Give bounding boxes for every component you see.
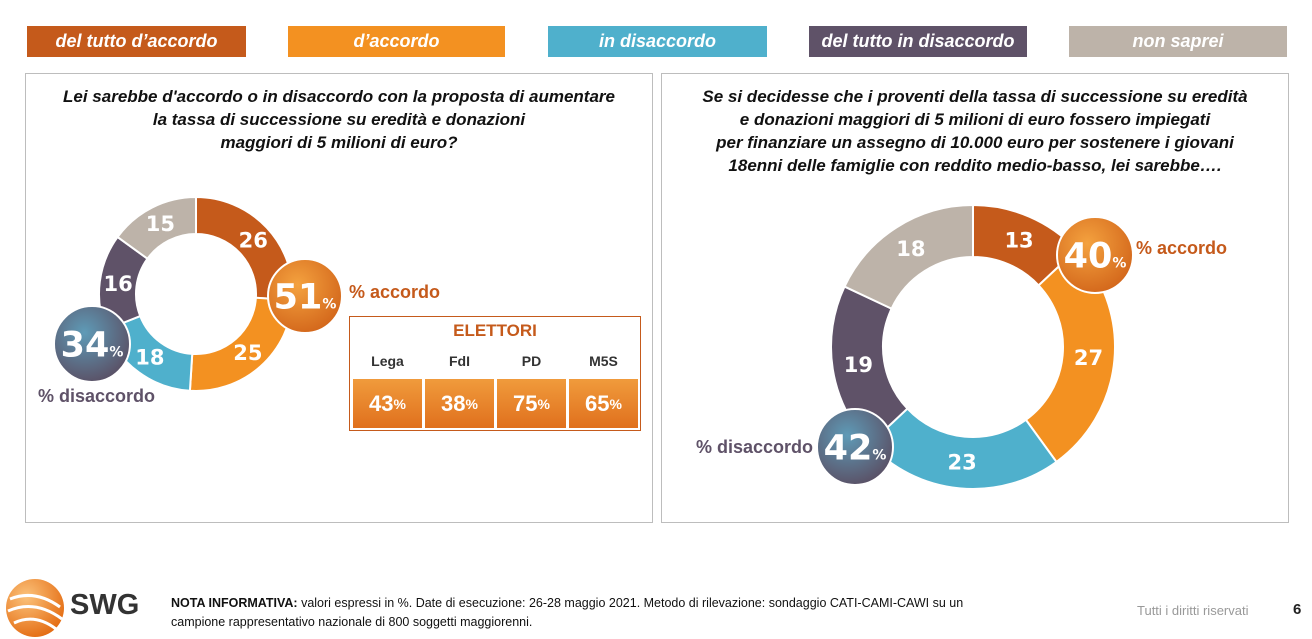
slice-value-label: 19	[844, 353, 873, 377]
legend-item-del-tutto-accordo: del tutto d’accordo	[27, 26, 246, 57]
rights-text: Tutti i diritti riservati	[1137, 603, 1249, 618]
footer-note: NOTA INFORMATIVA: valori espressi in %. …	[171, 594, 963, 632]
value-number: 75	[513, 390, 538, 416]
slice-value-label: 23	[947, 450, 976, 474]
legend-label: in disaccordo	[598, 31, 717, 51]
slice-value-label: 26	[239, 228, 268, 252]
left-question: Lei sarebbe d'accordo o in disaccordo co…	[26, 85, 652, 154]
legend-label: non saprei	[1132, 31, 1224, 51]
elettori-table: ELETTORI Lega FdI PD M5S 43% 38% 75% 65%	[349, 316, 641, 431]
agree-label: % accordo	[1136, 238, 1228, 258]
value-number: 38	[441, 390, 466, 416]
value-m5s: 65%	[569, 379, 638, 428]
total-bubble	[1056, 216, 1134, 294]
disagree-label: % disaccordo	[38, 386, 156, 406]
party-m5s: M5S	[589, 353, 618, 369]
legend-label: d’accordo	[353, 31, 440, 51]
value-number: 65	[585, 390, 610, 416]
legend-label: del tutto d’accordo	[55, 31, 218, 51]
legend-item-non-saprei: non saprei	[1069, 26, 1287, 57]
legend-label: del tutto in disaccordo	[821, 31, 1015, 51]
donut-slice	[1024, 248, 1116, 464]
question-line: per finanziare un assegno di 10.000 euro…	[716, 133, 1234, 152]
value-number: 43	[369, 390, 394, 416]
question-line: 18enni delle famiglie con reddito medio-…	[728, 156, 1222, 175]
legend-item-accordo: d’accordo	[288, 26, 505, 57]
question-line: la tassa di successione su eredità e don…	[152, 110, 526, 129]
party-pd: PD	[521, 353, 542, 369]
legend-item-del-tutto-disaccordo: del tutto in disaccordo	[809, 26, 1027, 57]
total-bubble	[816, 408, 894, 486]
total-bubble	[53, 305, 131, 383]
slice-value-label: 18	[896, 237, 925, 261]
swg-logo-icon	[6, 579, 64, 637]
value-unit: %	[393, 395, 406, 412]
donut-slice	[843, 203, 974, 311]
party-fdi: FdI	[449, 353, 470, 369]
total-bubble	[267, 258, 343, 334]
slice-value-label: 16	[104, 272, 133, 296]
slice-value-label: 13	[1004, 229, 1033, 253]
question-line: maggiori di 5 milioni di euro?	[220, 133, 458, 152]
slice-value-label: 25	[233, 341, 262, 365]
slice-value-label: 15	[146, 212, 175, 236]
value-pd: 75%	[497, 379, 566, 428]
donut-slice	[116, 195, 197, 261]
note-line-2: campione rappresentativo nazionale di 80…	[171, 615, 533, 629]
swg-logo-text: SWG	[70, 589, 140, 621]
value-unit: %	[465, 395, 478, 412]
disagree-label: % disaccordo	[696, 437, 814, 457]
question-line: Lei sarebbe d'accordo o in disaccordo co…	[63, 87, 615, 106]
value-lega: 43%	[353, 379, 422, 428]
elettori-title: ELETTORI	[453, 321, 537, 340]
legend-item-disaccordo: in disaccordo	[548, 26, 767, 57]
slice-value-label: 18	[135, 346, 164, 370]
note-label: NOTA INFORMATIVA:	[171, 596, 298, 610]
note-line-1: NOTA INFORMATIVA: valori espressi in %. …	[171, 594, 963, 613]
slice-value-label: 27	[1074, 346, 1103, 370]
value-unit: %	[609, 395, 622, 412]
right-question: Se si decidesse che i proventi della tas…	[662, 85, 1288, 177]
note-text: valori espressi in %. Date di esecuzione…	[297, 596, 964, 610]
question-line: Se si decidesse che i proventi della tas…	[702, 87, 1248, 106]
question-line: e donazioni maggiori di 5 milioni di eur…	[739, 110, 1211, 129]
value-fdi: 38%	[425, 379, 494, 428]
page-number: 6	[1293, 601, 1302, 618]
value-unit: %	[537, 395, 550, 412]
agree-label: % accordo	[349, 282, 441, 302]
party-lega: Lega	[371, 353, 404, 369]
